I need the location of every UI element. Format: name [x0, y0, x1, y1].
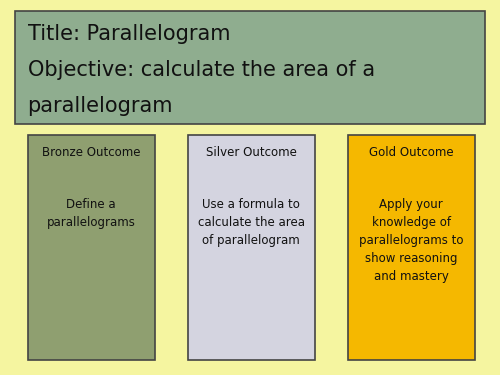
Text: parallelogram: parallelogram: [28, 96, 173, 116]
Text: Apply your
knowledge of
parallelograms to
show reasoning
and mastery: Apply your knowledge of parallelograms t…: [359, 198, 464, 283]
Text: Title: Parallelogram: Title: Parallelogram: [28, 24, 230, 44]
Text: Bronze Outcome: Bronze Outcome: [42, 146, 140, 159]
Text: Use a formula to
calculate the area
of parallelogram: Use a formula to calculate the area of p…: [198, 198, 305, 247]
FancyBboxPatch shape: [28, 135, 155, 360]
Text: Silver Outcome: Silver Outcome: [206, 146, 296, 159]
FancyBboxPatch shape: [188, 135, 315, 360]
FancyBboxPatch shape: [348, 135, 475, 360]
FancyBboxPatch shape: [15, 11, 485, 124]
Text: Gold Outcome: Gold Outcome: [369, 146, 454, 159]
Text: Objective: calculate the area of a: Objective: calculate the area of a: [28, 60, 374, 80]
Text: Define a
parallelograms: Define a parallelograms: [47, 198, 136, 229]
